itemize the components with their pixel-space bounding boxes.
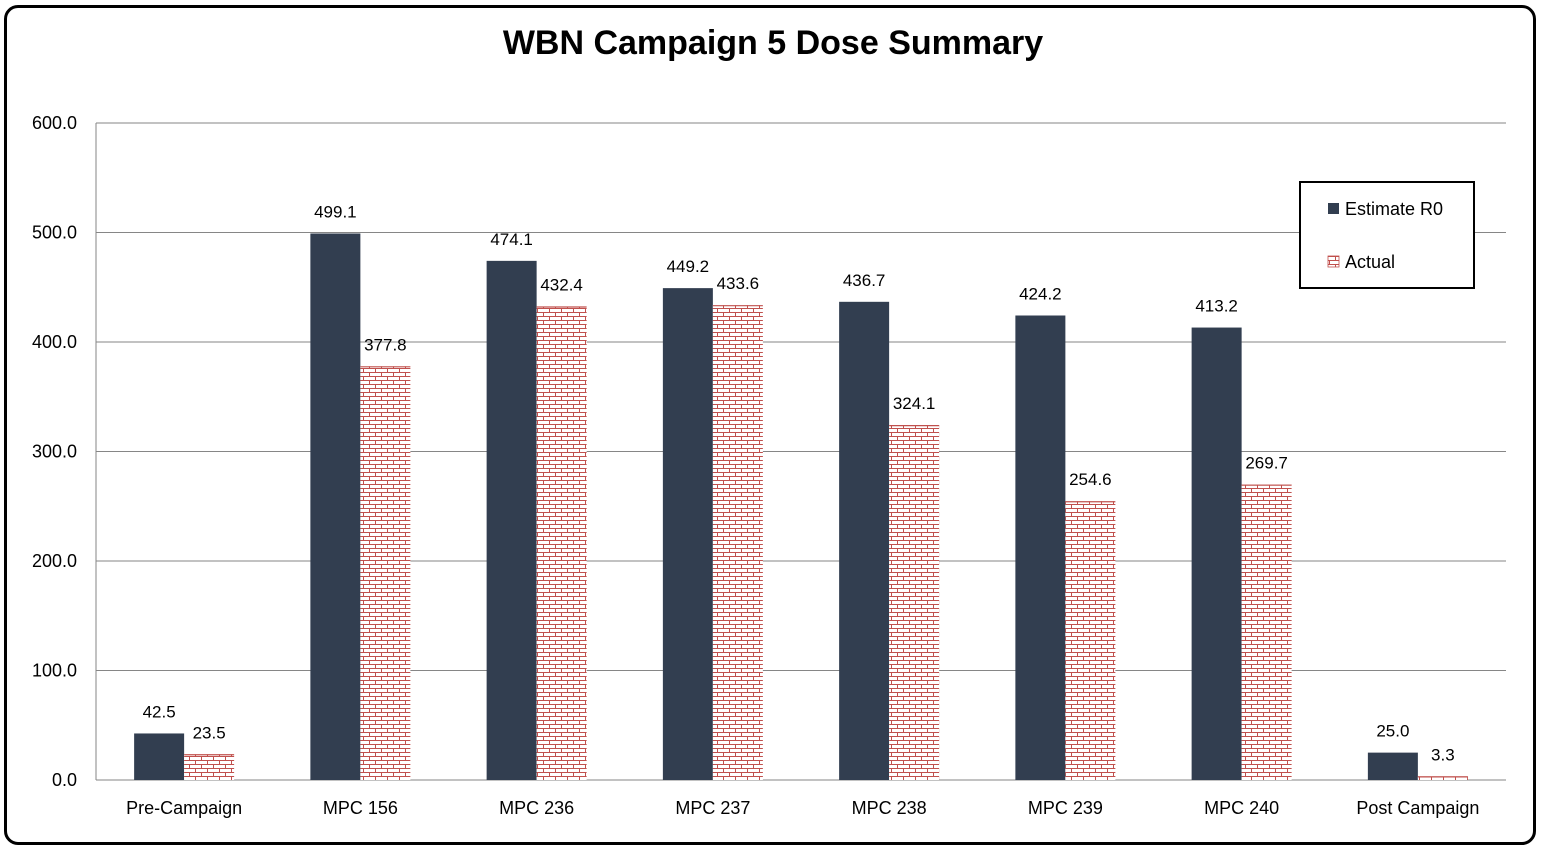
y-tick-label: 100.0 [32, 661, 77, 681]
data-label-estimate: 424.2 [1019, 285, 1062, 304]
data-label-estimate: 413.2 [1195, 297, 1238, 316]
x-category-label: MPC 239 [1028, 798, 1103, 818]
bar-actual [1241, 484, 1292, 780]
y-tick-label: 0.0 [52, 770, 77, 790]
data-label-actual: 324.1 [893, 394, 936, 413]
bar-actual [184, 754, 235, 780]
x-category-label: Pre-Campaign [126, 798, 242, 818]
y-tick-label: 500.0 [32, 223, 77, 243]
bar-estimate [134, 733, 185, 780]
legend-label-estimate: Estimate R0 [1345, 199, 1443, 219]
bar-actual [712, 305, 763, 780]
y-tick-label: 300.0 [32, 442, 77, 462]
data-label-estimate: 499.1 [314, 202, 357, 221]
data-label-actual: 3.3 [1431, 745, 1455, 764]
x-category-label: Post Campaign [1356, 798, 1479, 818]
data-label-estimate: 436.7 [843, 271, 886, 290]
bar-estimate [1367, 752, 1418, 780]
bars [134, 233, 1468, 781]
x-category-label: MPC 236 [499, 798, 574, 818]
legend-box [1299, 181, 1475, 289]
data-label-actual: 254.6 [1069, 470, 1112, 489]
legend-label-actual: Actual [1345, 252, 1395, 272]
y-tick-label: 400.0 [32, 332, 77, 352]
bar-actual [536, 306, 587, 780]
data-label-estimate: 42.5 [143, 702, 176, 721]
x-category-label: MPC 238 [852, 798, 927, 818]
y-tick-label: 200.0 [32, 551, 77, 571]
legend-swatch-estimate [1328, 203, 1339, 214]
chart-title: WBN Campaign 5 Dose Summary [502, 24, 1044, 62]
legend-swatch-actual [1327, 255, 1340, 268]
bar-estimate [1015, 315, 1066, 780]
gridlines [96, 122, 1506, 671]
bar-estimate [839, 301, 890, 780]
bar-estimate [1191, 327, 1242, 780]
x-category-label: MPC 156 [323, 798, 398, 818]
bar-actual [360, 366, 411, 780]
data-label-estimate: 449.2 [667, 257, 710, 276]
data-label-estimate: 25.0 [1376, 722, 1409, 741]
data-label-estimate: 474.1 [490, 230, 533, 249]
x-category-label: MPC 240 [1204, 798, 1279, 818]
data-label-actual: 377.8 [364, 335, 407, 354]
bar-estimate [486, 260, 537, 781]
bar-actual [889, 425, 940, 780]
bar-actual [1065, 501, 1116, 780]
bar-estimate [310, 233, 361, 781]
data-label-actual: 269.7 [1245, 454, 1288, 473]
y-tick-label: 600.0 [32, 113, 77, 133]
data-labels: 42.5 499.1 474.1 449.2 436.7 424.2 413.2 25.0 23… [143, 202, 1455, 764]
x-category-label: MPC 237 [675, 798, 750, 818]
legend: Estimate R0 Actual [1299, 181, 1475, 289]
bar-actual [1417, 776, 1468, 780]
data-label-actual: 433.6 [717, 274, 760, 293]
data-label-actual: 432.4 [540, 276, 583, 295]
bar-estimate [662, 288, 713, 780]
data-label-actual: 23.5 [193, 723, 226, 742]
